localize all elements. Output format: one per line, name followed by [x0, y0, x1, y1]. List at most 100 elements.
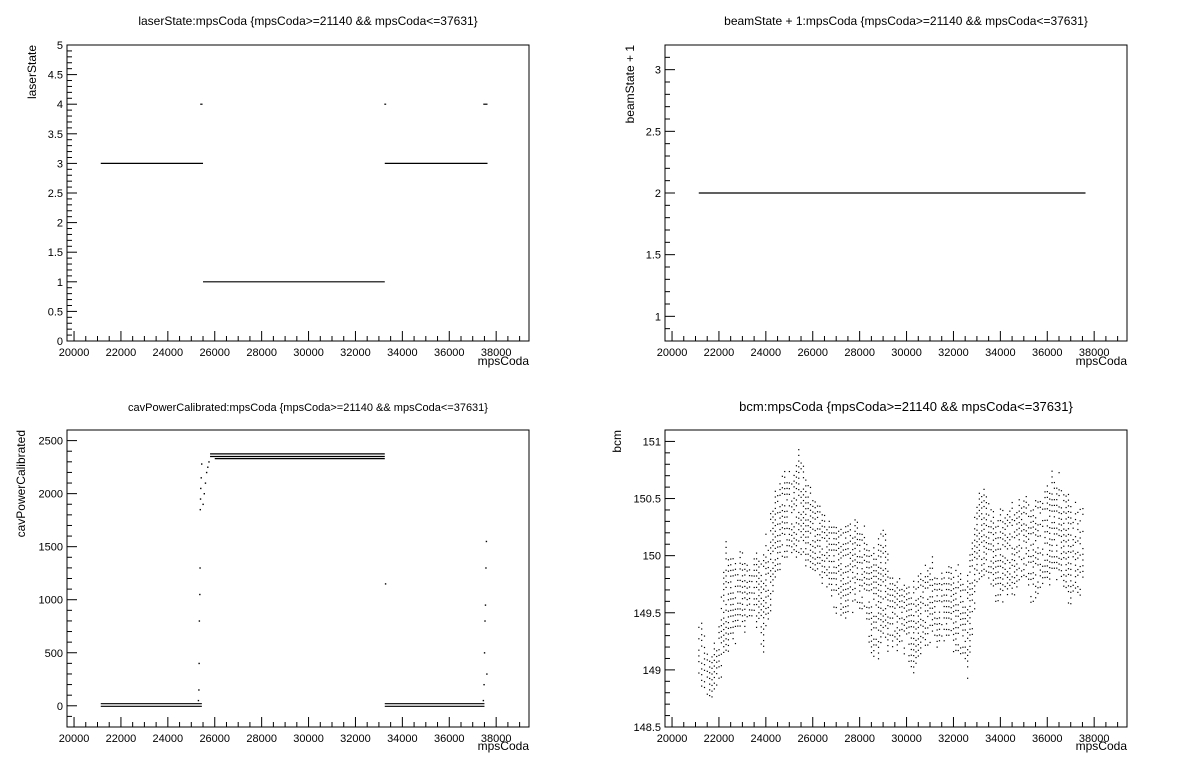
data-point [1039, 569, 1041, 571]
data-point [1049, 515, 1051, 517]
data-point [962, 612, 964, 614]
data-point [805, 479, 807, 481]
data-point [805, 519, 807, 521]
data-point [786, 487, 788, 490]
data-point [995, 549, 997, 551]
data-point [730, 558, 732, 560]
data-point [985, 524, 987, 527]
data-point [943, 583, 945, 585]
data-point [908, 620, 910, 622]
data-point [1082, 513, 1084, 515]
data-point [774, 576, 776, 578]
data-point [720, 636, 722, 638]
data-point [812, 522, 814, 525]
data-point [870, 652, 873, 654]
data-point [701, 674, 703, 676]
data-point [990, 520, 992, 522]
data-point [1004, 534, 1006, 536]
data-point [943, 640, 945, 642]
data-point [809, 555, 812, 557]
x-tick-label: 34000 [387, 347, 418, 359]
data-point [962, 600, 964, 603]
data-point [859, 590, 861, 592]
data-point [819, 505, 821, 507]
data-point [868, 618, 870, 620]
data-point [866, 566, 868, 569]
data-point [1028, 538, 1030, 540]
data-point [840, 528, 842, 531]
data-point [962, 606, 964, 608]
data-point [969, 565, 971, 568]
data-point [840, 534, 842, 536]
data-point [812, 551, 814, 553]
data-point [1042, 554, 1044, 556]
data-point [877, 543, 880, 546]
data-point [835, 526, 837, 529]
data-point [969, 611, 971, 613]
data-point [896, 649, 898, 652]
data-point [889, 577, 891, 579]
data-point [992, 522, 995, 524]
data-point [784, 522, 786, 524]
data-point [856, 561, 859, 563]
data-point [774, 519, 776, 521]
data-point [1058, 506, 1060, 508]
data-point [1060, 507, 1063, 509]
data-point [1002, 567, 1004, 569]
data-point [1028, 584, 1030, 586]
data-point [741, 563, 744, 565]
data-point [758, 583, 760, 585]
data-point [915, 628, 917, 630]
data-point [934, 588, 936, 591]
data-point [1046, 559, 1048, 561]
data-point [899, 578, 901, 580]
data-point [997, 520, 999, 522]
data-point [868, 607, 870, 609]
data-point [880, 561, 882, 564]
data-point [1035, 585, 1037, 587]
data-point [927, 633, 929, 635]
data-point [821, 565, 823, 567]
data-point [880, 636, 882, 638]
x-tick-label: 36000 [434, 733, 465, 745]
data-point [755, 586, 758, 588]
data-point [854, 536, 856, 538]
data-point [908, 609, 910, 611]
data-point [1049, 532, 1051, 534]
data-point [838, 559, 840, 561]
data-point [709, 694, 711, 697]
data-point [1053, 499, 1055, 501]
data-point [1046, 576, 1048, 578]
data-point [795, 470, 798, 473]
data-point [805, 536, 807, 538]
data-point [927, 604, 929, 606]
data-point [903, 596, 905, 598]
data-point [1070, 568, 1072, 571]
data-point [964, 623, 966, 625]
data-point [814, 547, 816, 549]
data-point [887, 553, 889, 555]
data-point [795, 539, 798, 541]
data-point [981, 575, 983, 578]
data-point [701, 622, 703, 624]
data-point [978, 509, 980, 512]
data-point [814, 518, 816, 520]
data-point [873, 621, 875, 623]
data-point [870, 572, 873, 574]
data-point [765, 607, 767, 610]
data-point [840, 574, 842, 576]
data-point [1025, 541, 1027, 543]
data-point [964, 617, 966, 620]
data-point [725, 558, 727, 560]
data-point [849, 563, 851, 565]
data-point [861, 568, 863, 570]
data-point [847, 548, 849, 550]
data-point [723, 577, 725, 579]
data-point [943, 611, 945, 613]
data-point [483, 652, 486, 654]
data-point [913, 660, 915, 662]
y-tick-label: 0 [57, 701, 63, 713]
data-point [967, 609, 969, 611]
data-point [751, 580, 753, 583]
data-point [1032, 515, 1034, 517]
